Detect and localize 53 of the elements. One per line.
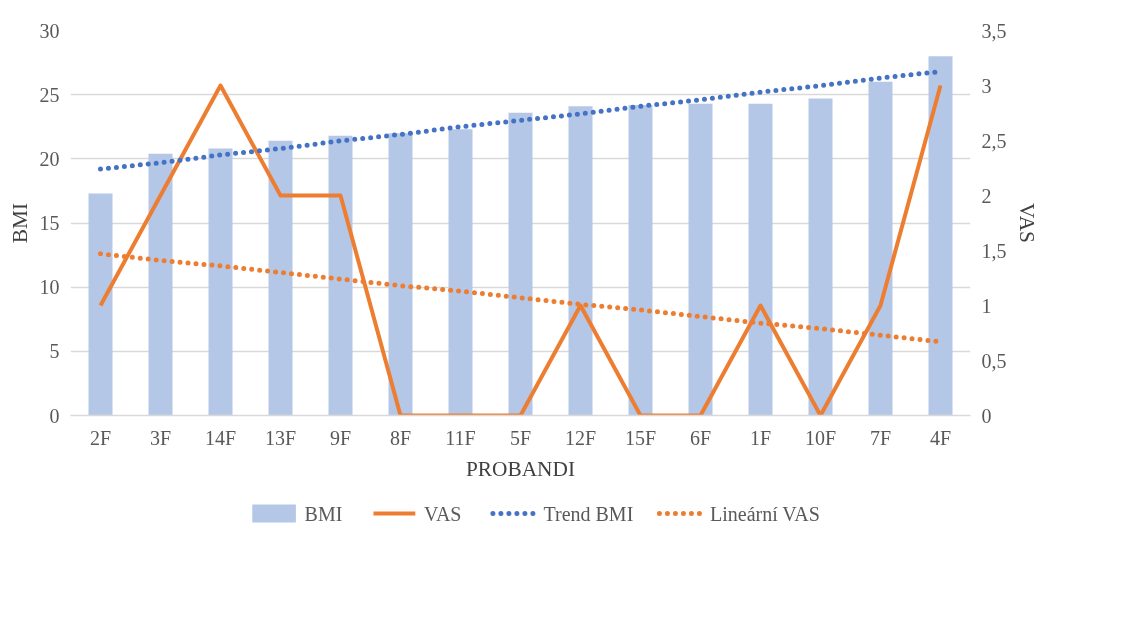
bar bbox=[568, 106, 593, 416]
y2-tick-label: 0 bbox=[981, 404, 992, 427]
x-tick-label: 8F bbox=[389, 426, 412, 449]
x-tick-label: 7F bbox=[869, 426, 892, 449]
bar bbox=[508, 112, 533, 416]
x-tick-label: 14F bbox=[204, 426, 237, 449]
y-tick-label: 10 bbox=[39, 276, 60, 299]
x-tick-label: 10F bbox=[804, 426, 837, 449]
bar bbox=[148, 153, 173, 416]
bar bbox=[808, 98, 833, 416]
x-tick-label: 15F bbox=[624, 426, 657, 449]
y2-tick-label: 3 bbox=[981, 74, 992, 97]
bar bbox=[688, 103, 713, 416]
y2-tick-label: 1,5 bbox=[981, 239, 1007, 262]
y2-tick-label: 2 bbox=[981, 184, 992, 207]
y-tick-label: 15 bbox=[39, 212, 60, 234]
x-tick-label: 2F bbox=[89, 426, 112, 449]
legend-label: VAS bbox=[424, 502, 462, 525]
x-tick-label: 1F bbox=[749, 426, 772, 449]
x-tick-label: 11F bbox=[445, 426, 476, 449]
bar bbox=[328, 135, 353, 416]
x-tick-label: 4F bbox=[929, 426, 952, 449]
y2-axis-title: VAS bbox=[1014, 203, 1039, 243]
y-tick-label: 30 bbox=[39, 19, 60, 42]
bar bbox=[928, 56, 953, 416]
x-tick-label: 13F bbox=[264, 426, 297, 449]
x-axis-title: PROBANDI bbox=[465, 456, 576, 481]
x-tick-label: 12F bbox=[564, 426, 597, 449]
y-tick-label: 20 bbox=[39, 147, 60, 170]
y2-tick-label: 1 bbox=[981, 294, 992, 317]
line-series bbox=[98, 83, 943, 416]
bar bbox=[88, 193, 113, 416]
y-tick-label: 25 bbox=[39, 83, 60, 106]
bar bbox=[748, 103, 773, 416]
y-axis-title: BMI bbox=[7, 202, 32, 244]
y-tick-label: 0 bbox=[49, 404, 60, 427]
x-tick-label: 5F bbox=[509, 426, 532, 449]
legend-label: Trend BMI bbox=[543, 502, 634, 525]
x-tick-label: 3F bbox=[149, 426, 172, 449]
x-tick-label: 9F bbox=[329, 426, 352, 449]
legend-label: BMI bbox=[304, 502, 343, 525]
legend-label: Lineární VAS bbox=[709, 502, 820, 525]
bar bbox=[208, 148, 233, 416]
y2-tick-label: 3,5 bbox=[981, 19, 1007, 42]
bar bbox=[448, 129, 473, 416]
bar bbox=[388, 133, 413, 416]
y2-tick-label: 0,5 bbox=[981, 349, 1007, 372]
y2-tick-label: 2,5 bbox=[981, 129, 1007, 152]
bar bbox=[868, 81, 893, 416]
x-tick-label: 6F bbox=[689, 426, 712, 449]
bar bbox=[268, 140, 293, 416]
bar bbox=[628, 104, 653, 416]
y-tick-label: 5 bbox=[49, 340, 60, 363]
